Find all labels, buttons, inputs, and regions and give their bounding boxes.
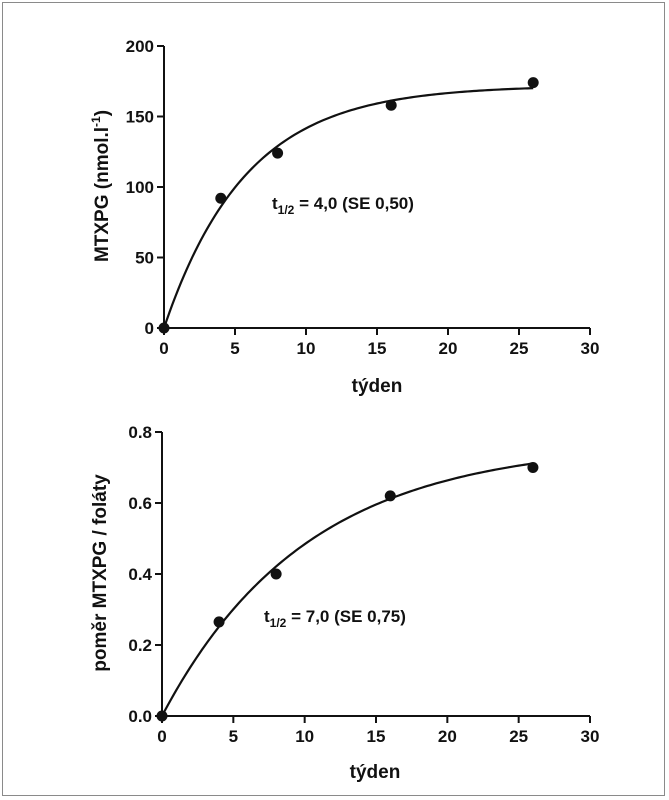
y-tick-label: 200	[126, 37, 154, 56]
data-point	[215, 192, 227, 204]
y-tick-label: 0.6	[128, 494, 152, 513]
x-tick-label: 0	[159, 339, 168, 358]
y-tick-label: 100	[126, 178, 154, 197]
chart1-xlabel: týden	[352, 376, 403, 397]
chart2-xlabel: týden	[350, 762, 401, 783]
data-point	[213, 616, 225, 628]
x-tick-label: 10	[295, 727, 314, 746]
y-tick-label: 0.4	[128, 565, 152, 584]
x-tick-label: 10	[297, 339, 316, 358]
chart2-annotation: t1/2 = 7,0 (SE 0,75)	[264, 607, 406, 630]
data-point	[527, 77, 539, 89]
x-tick-label: 25	[509, 727, 528, 746]
x-tick-label: 0	[157, 727, 166, 746]
chart1-ylabel: MTXPG (nmol.l-1)	[89, 110, 113, 262]
chart2-axes: 0 5 10 15 20 25 30 0.0 0.2 0.4 0.6 0.8	[128, 423, 599, 746]
x-tick-label: 20	[438, 727, 457, 746]
x-tick-label: 5	[229, 727, 238, 746]
chart-ratio: poměr MTXPG / foláty týden t1/2 = 7,0 (S…	[90, 423, 599, 783]
x-tick-label: 5	[230, 339, 239, 358]
x-tick-label: 15	[367, 727, 386, 746]
data-point	[385, 99, 397, 111]
data-point	[272, 147, 284, 159]
x-tick-label: 30	[581, 339, 600, 358]
data-point	[270, 568, 282, 580]
x-tick-label: 30	[581, 727, 600, 746]
data-point	[384, 490, 396, 502]
y-tick-label: 0.0	[128, 707, 152, 726]
chart1-marks	[158, 77, 539, 334]
y-tick-label: 150	[126, 108, 154, 127]
chart2-marks	[156, 462, 539, 722]
data-point	[158, 322, 170, 334]
y-tick-label: 0.2	[128, 636, 152, 655]
chart1-annotation: t1/2 = 4,0 (SE 0,50)	[272, 194, 414, 217]
data-point	[527, 462, 539, 473]
y-tick-label: 0	[145, 319, 154, 338]
y-tick-label: 50	[135, 249, 154, 268]
y-tick-label: 0.8	[128, 423, 152, 442]
x-tick-label: 20	[439, 339, 458, 358]
fit-curve-line	[161, 462, 534, 717]
x-tick-label: 25	[510, 339, 529, 358]
x-tick-label: 15	[368, 339, 387, 358]
chart2-ylabel: poměr MTXPG / foláty	[90, 474, 111, 672]
chart-mtxpg: MTXPG (nmol.l-1) týden t1/2 = 4,0 (SE 0,…	[89, 37, 599, 397]
data-point	[156, 710, 168, 722]
